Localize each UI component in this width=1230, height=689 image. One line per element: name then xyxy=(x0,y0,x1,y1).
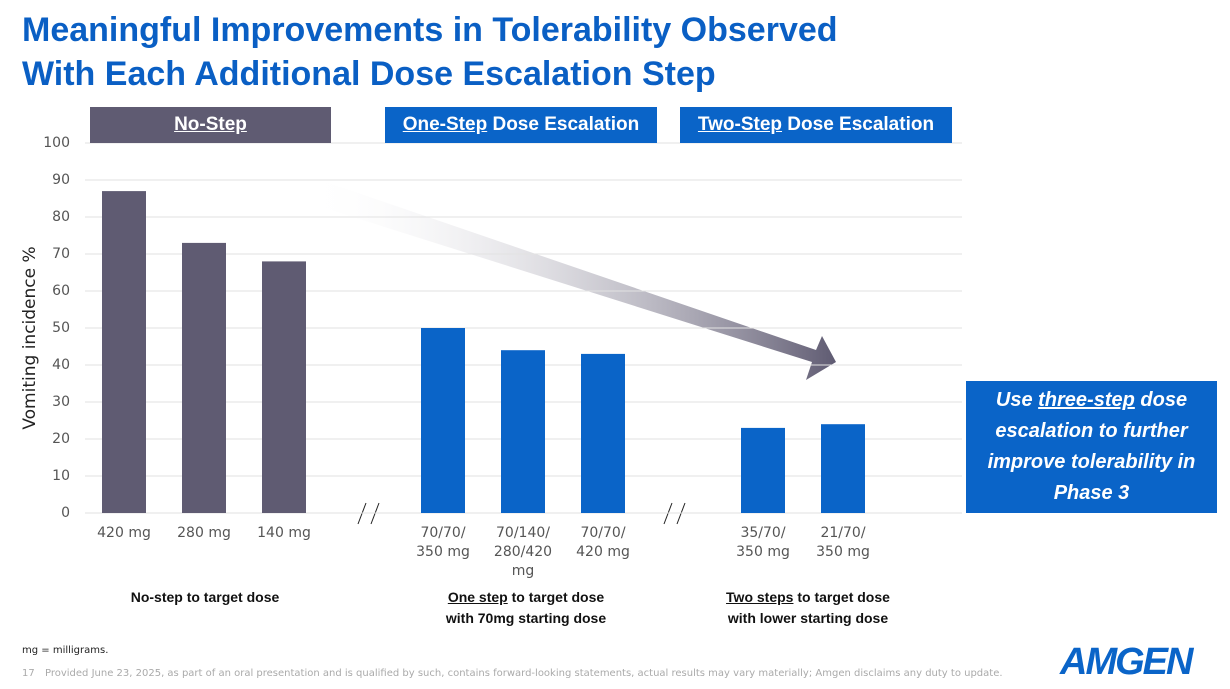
title-line: With Each Additional Dose Escalation Ste… xyxy=(22,55,716,93)
group-header: One-Step Dose Escalation xyxy=(385,107,657,143)
title-line: Meaningful Improvements in Tolerability … xyxy=(22,11,838,49)
x-tick-label: 35/70/ 350 mg xyxy=(736,525,790,560)
header-text: One-Step xyxy=(402,114,488,135)
group-label: Two steps to target dose with lower star… xyxy=(688,587,928,629)
callout: Use three-step dose escalation to furthe… xyxy=(966,381,1217,513)
trend-arrow xyxy=(305,180,836,380)
bar xyxy=(102,191,146,513)
x-tick-label: 140 mg xyxy=(257,525,311,541)
x-tick-label: 420 mg xyxy=(97,525,151,541)
group-label: One step to target dose with 70mg starti… xyxy=(406,587,646,629)
logo: AMGEN xyxy=(1060,641,1193,683)
label-text: One step xyxy=(447,589,508,605)
y-tick-label: 90 xyxy=(52,172,70,188)
header-text: Two-Step xyxy=(697,114,783,135)
disclaimer: Provided June 23, 2025, as part of an or… xyxy=(45,668,1003,679)
y-tick-label: 100 xyxy=(43,135,70,151)
x-tick-label: 70/70/ 350 mg xyxy=(416,525,470,560)
bar xyxy=(262,261,306,513)
group-label: No-step to target dose xyxy=(85,587,325,608)
y-tick-label: 20 xyxy=(52,431,70,447)
x-tick-label: 70/70/ 420 mg xyxy=(576,525,630,560)
y-tick-label: 70 xyxy=(52,246,70,262)
label-text: to target dose with 70mg starting dose xyxy=(445,589,607,626)
header-text: Dose Escalation xyxy=(487,114,640,135)
label-text: Two steps xyxy=(726,589,794,605)
x-tick-label: 21/70/ 350 mg xyxy=(816,525,870,560)
title: Meaningful Improvements in Tolerability … xyxy=(22,8,838,96)
footnote: mg = milligrams. xyxy=(22,645,109,656)
bar xyxy=(741,427,785,513)
y-tick-label: 0 xyxy=(61,505,70,521)
y-tick-label: 40 xyxy=(52,357,70,373)
callout-text: dose escalation to further improve toler… xyxy=(987,389,1196,504)
label-text: No-step to target dose xyxy=(130,589,280,605)
bar xyxy=(821,424,865,513)
y-axis-label: Vomiting incidence % xyxy=(20,246,40,429)
y-tick-label: 30 xyxy=(52,394,70,410)
page-number: 17 xyxy=(22,668,35,679)
y-tick-label: 60 xyxy=(52,283,70,299)
group-header: Two-Step Dose Escalation xyxy=(680,107,952,143)
callout-text: three-step xyxy=(1038,389,1135,411)
bar xyxy=(581,353,625,513)
y-tick-label: 80 xyxy=(52,209,70,225)
bar xyxy=(421,328,465,513)
label-text: to target dose with lower starting dose xyxy=(727,589,890,626)
bar xyxy=(501,350,545,513)
x-tick-label: 280 mg xyxy=(177,525,231,541)
bar xyxy=(182,242,226,513)
group-header: No-Step xyxy=(90,107,331,143)
x-tick-label: 70/140/ 280/420 mg xyxy=(493,525,553,579)
header-text: No-Step xyxy=(174,114,247,135)
callout-text: Use xyxy=(995,389,1039,411)
header-text: Dose Escalation xyxy=(782,114,935,135)
y-tick-label: 10 xyxy=(52,468,70,484)
y-tick-label: 50 xyxy=(52,320,70,336)
